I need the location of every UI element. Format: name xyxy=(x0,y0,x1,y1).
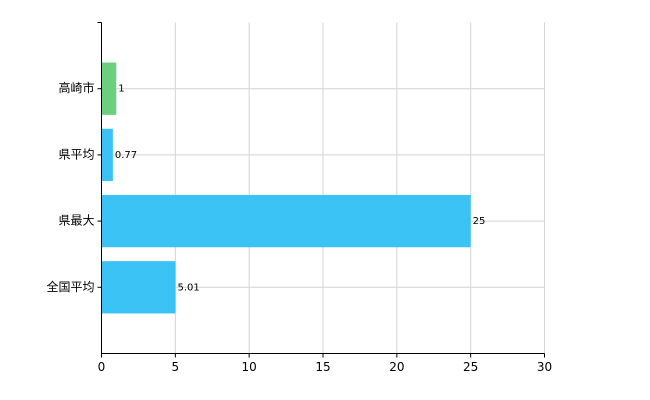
x-tick-label: 5 xyxy=(172,360,180,374)
x-tick-label: 20 xyxy=(389,360,404,374)
x-tick-label: 10 xyxy=(242,360,257,374)
bar xyxy=(101,194,471,248)
value-label: 1 xyxy=(118,84,124,95)
y-tick-label: 全国平均 xyxy=(46,279,94,294)
y-tick-label: 県平均 xyxy=(58,147,94,161)
value-label: 5.01 xyxy=(177,282,199,293)
bar xyxy=(101,128,113,182)
x-tick-label: 15 xyxy=(315,360,330,374)
y-tick-label: 県最大 xyxy=(58,214,94,228)
x-tick-label: 25 xyxy=(463,360,478,374)
value-label: 0.77 xyxy=(115,150,137,161)
value-label: 25 xyxy=(473,216,486,227)
bar xyxy=(101,62,117,115)
x-tick-label: 0 xyxy=(98,360,106,374)
y-tick-label: 高崎市 xyxy=(58,80,94,95)
bar xyxy=(101,261,176,314)
x-tick-label: 30 xyxy=(537,360,552,374)
